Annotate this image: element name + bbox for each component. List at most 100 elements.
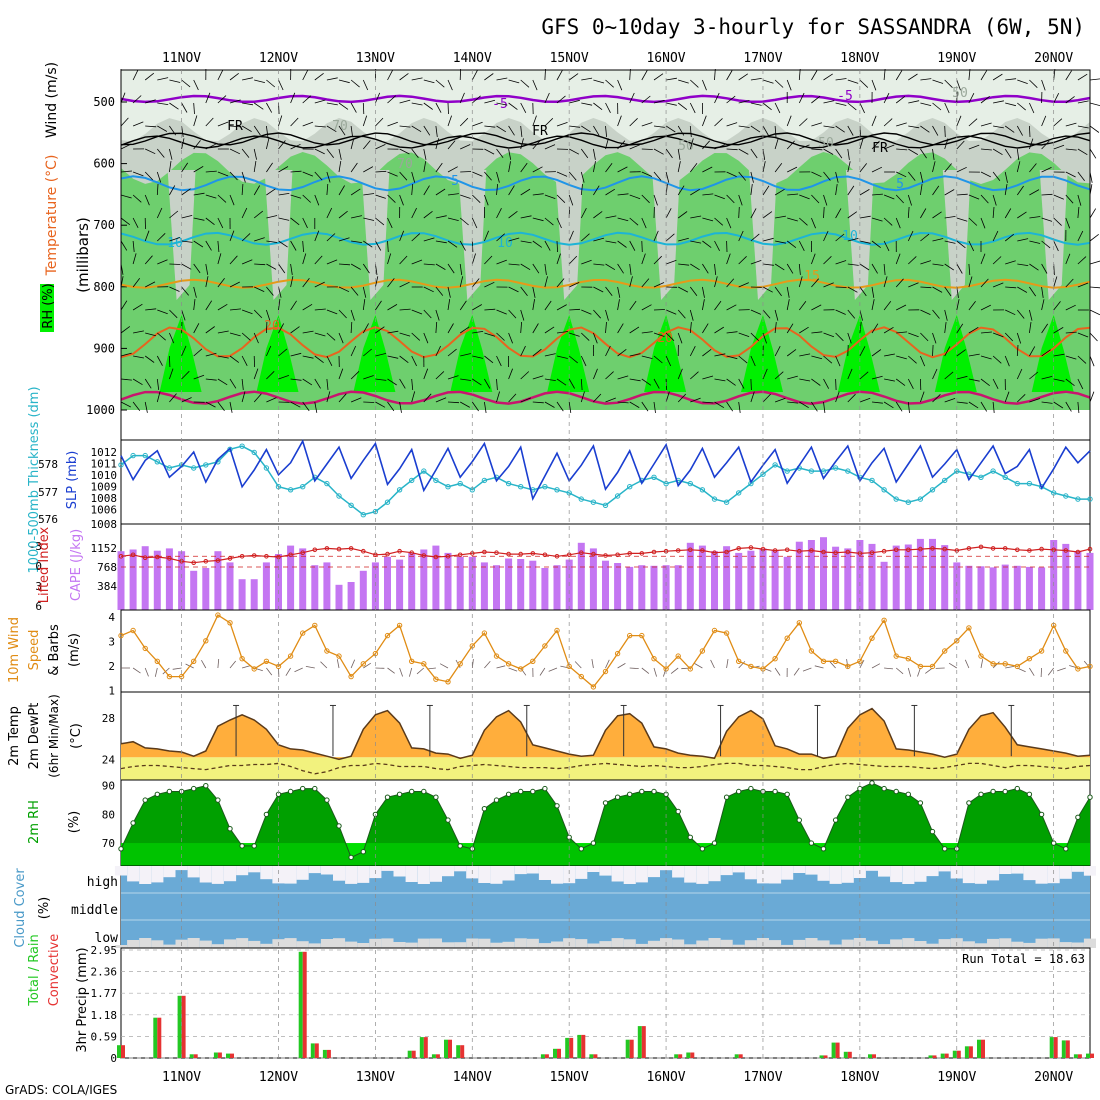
thickness-tick: 578 (38, 458, 58, 471)
wind-barb (1017, 102, 1026, 111)
cape-bar (529, 560, 537, 610)
wind-barb (217, 330, 229, 334)
wind-barb (447, 166, 458, 173)
wind-barb (302, 253, 307, 265)
wind-barb (799, 326, 809, 334)
wind-barb (896, 331, 908, 334)
cloud-level-middle: middle (71, 903, 118, 918)
wind-barb (1041, 115, 1047, 127)
wind-barb (823, 194, 828, 206)
wind10-barb (520, 667, 527, 676)
wind-barb (641, 240, 643, 253)
wind10-barb (266, 667, 273, 676)
wind-barb (786, 323, 794, 334)
wind-barb (993, 100, 1004, 104)
wind10-series-point (530, 658, 536, 664)
wind-barb (811, 171, 822, 178)
wind10-series-point (917, 663, 924, 670)
wind-barb (641, 148, 653, 150)
wind-barb (835, 233, 845, 242)
wind10-series-point (130, 627, 136, 634)
precip-bar-total (964, 1046, 969, 1058)
wind-barb (944, 309, 948, 321)
wind10-barb (793, 667, 800, 676)
precip-bar-total (843, 1051, 848, 1058)
cloud-high-gap (817, 866, 830, 881)
wind-barb (350, 286, 359, 296)
wind-barb (193, 286, 197, 298)
cape-bar (904, 544, 912, 610)
slp-tick: 1012 (91, 446, 118, 459)
wind-barb (787, 217, 798, 222)
wind-barb (447, 348, 457, 357)
wind-barb (459, 276, 464, 288)
date-label-bottom: 12NOV (259, 1070, 298, 1085)
wind-barb (375, 92, 381, 104)
wind-barb (1077, 148, 1088, 156)
thickness-series-point (929, 487, 936, 493)
wind-barb (508, 332, 513, 344)
wind-barb (229, 230, 235, 242)
wind10-barb (710, 659, 715, 669)
wind-barb (132, 69, 139, 81)
wind-barb (120, 92, 126, 104)
wind10-barb (605, 659, 610, 669)
wind10-barb (294, 667, 303, 673)
wind10-barb (363, 662, 372, 669)
lifted-index-point (748, 545, 754, 550)
wind-barb (847, 125, 854, 136)
lifted-index-point (482, 549, 487, 555)
wind10-barb (144, 667, 149, 677)
wind-barb (532, 263, 540, 274)
cloud-high-gap (248, 866, 261, 873)
wind-barb (241, 391, 246, 403)
wind-barb (532, 79, 538, 91)
wind-barb (120, 240, 128, 251)
wind-barb (980, 331, 992, 334)
precip-tick: 1.77 (91, 987, 118, 1000)
wind-barb (786, 299, 790, 311)
temp2m-tick: 28 (102, 712, 115, 725)
wind-barb (907, 401, 910, 413)
wind-barb (871, 323, 879, 334)
cloud-low-gap (357, 943, 370, 948)
wind-barb (132, 303, 143, 311)
wind-barb (944, 189, 955, 196)
wind-barb (629, 217, 639, 226)
wind-barb (460, 144, 471, 150)
wind-barb (496, 355, 502, 367)
wind-barb (350, 321, 353, 334)
wind-barb (314, 171, 323, 181)
wind-barb (908, 256, 917, 265)
wind-barb (363, 166, 374, 173)
wind-barb (823, 256, 832, 265)
cloud-low-gap (587, 943, 600, 948)
wind-barb (702, 240, 712, 248)
wind-barb (447, 263, 455, 274)
lifted-index-point (906, 547, 911, 553)
wind-barb (895, 194, 904, 204)
date-label-top: 19NOV (937, 51, 976, 66)
rh2m-point (723, 794, 730, 800)
precip-bar-convective (629, 1039, 634, 1058)
wind-barb (169, 185, 176, 196)
wind-barb (944, 79, 953, 88)
cape-bar (287, 545, 295, 610)
wind-barb (350, 138, 355, 150)
precip-bar-total (637, 1026, 642, 1058)
rh2m-point (1002, 788, 1008, 795)
wind-barb (738, 230, 744, 242)
wind-barb (665, 148, 673, 159)
thickness-series-point (978, 474, 984, 480)
wind-barb (1041, 193, 1053, 196)
cape-bar (686, 542, 694, 610)
wind-barb (1077, 73, 1088, 81)
wind-barb (568, 401, 572, 413)
wind-barb (569, 125, 581, 128)
wind-barb (423, 161, 427, 173)
wind-barb (956, 349, 966, 357)
thickness-series-point (481, 477, 488, 484)
wind-barb (1065, 304, 1076, 311)
wind-barb (641, 401, 649, 412)
